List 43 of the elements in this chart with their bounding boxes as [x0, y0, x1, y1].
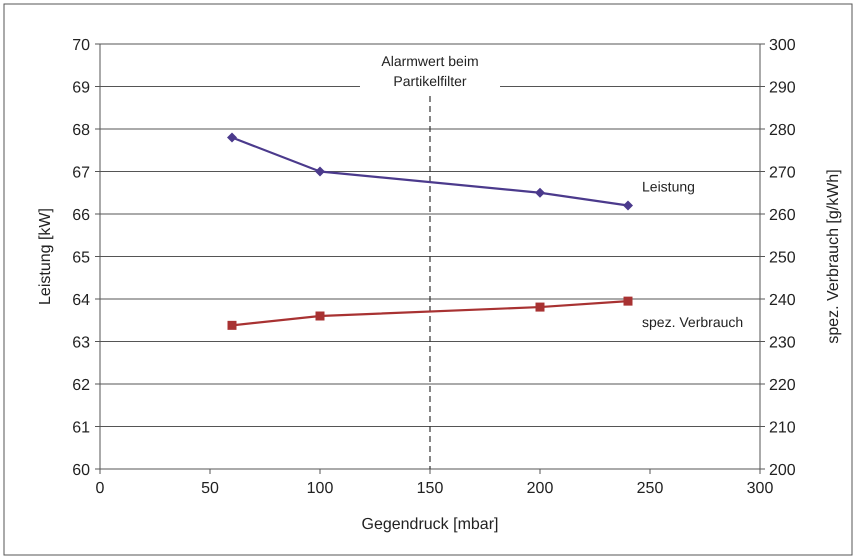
point: [535, 188, 545, 198]
y2-tick-label: 200: [769, 462, 796, 479]
x-tick-label: 0: [96, 480, 105, 497]
y2-tick-label: 210: [769, 420, 796, 436]
y2-tick-label: 240: [769, 292, 796, 309]
point: [227, 132, 237, 142]
y2-tick-label: 280: [769, 122, 796, 139]
x-tick-label: 50: [201, 480, 219, 497]
y-tick-label: 62: [72, 377, 90, 394]
point: [623, 200, 633, 210]
y2-tick-label: 270: [769, 164, 796, 182]
y2-tick-label: 230: [769, 334, 796, 352]
y2-tick-label: 260: [769, 207, 796, 224]
y2-axis-title: spez. Verbrauch [g/kWh]: [825, 169, 842, 344]
ref-line-label: Alarmwert beim Partikelfilter: [381, 53, 479, 89]
x-tick-label: 100: [306, 480, 334, 497]
series-label: Leistung: [642, 178, 695, 194]
x-axis-title: Gegendruck [mbar]: [362, 516, 498, 533]
x-tick-label: 200: [526, 480, 554, 497]
y2-tick-label: 250: [769, 250, 796, 266]
y-tick-label: 67: [72, 164, 90, 182]
y-tick-label: 64: [72, 292, 90, 309]
y2-tick-label: 220: [769, 377, 796, 394]
y-tick-label: 69: [72, 80, 90, 96]
series-label: spez. Verbrauch: [642, 314, 744, 330]
y-tick-label: 70: [72, 37, 90, 54]
y-tick-label: 68: [72, 122, 90, 139]
point: [316, 312, 324, 320]
y-tick-label: 65: [72, 250, 90, 266]
y2-tick-label: 300: [769, 37, 796, 54]
point: [228, 320, 236, 330]
x-tick-label: 150: [416, 480, 444, 497]
y-tick-label: 63: [72, 334, 90, 352]
x-tick-label: 250: [636, 480, 664, 497]
y-tick-label: 66: [72, 207, 90, 224]
y-tick-label: 61: [72, 420, 90, 436]
point: [624, 296, 632, 306]
point: [315, 166, 325, 176]
y-axis-title: Leistung [kW]: [37, 208, 54, 305]
y-tick-label: 60: [72, 462, 90, 479]
y2-tick-label: 290: [769, 80, 796, 96]
point: [536, 302, 544, 312]
x-tick-label: 300: [746, 480, 774, 497]
